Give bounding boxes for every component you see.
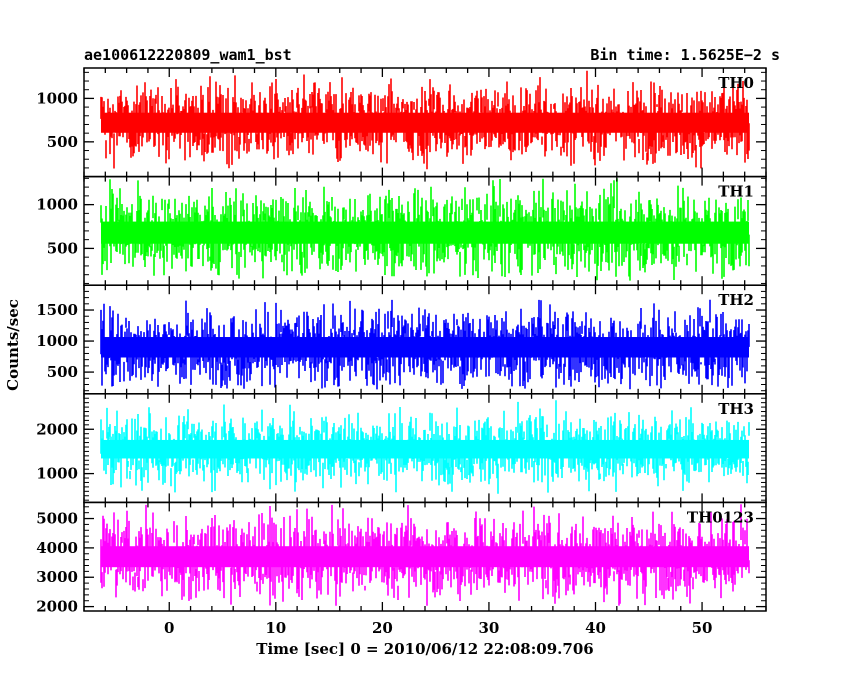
series-core-th0: [101, 112, 749, 133]
y-tick-label: 500: [47, 239, 78, 257]
series-core-th0123: [101, 546, 749, 568]
x-tick-label: 40: [585, 619, 606, 637]
x-axis-label: Time [sec] 0 = 2010/06/12 22:08:09.706: [256, 640, 593, 658]
x-tick-label: 30: [479, 619, 500, 637]
y-tick-label: 500: [47, 133, 78, 151]
panel-th3: 1000 2000 TH3: [36, 393, 767, 504]
y-tick-label: 500: [47, 363, 78, 381]
panel-label-th0: TH0: [718, 74, 754, 92]
panel-th1: 500 1000 TH1: [36, 175, 767, 286]
x-tick-label: 10: [265, 619, 286, 637]
panel-th2: 500 1000 1500 TH2: [36, 284, 767, 395]
y-tick-label: 1000: [36, 196, 78, 214]
y-tick-label: 2000: [36, 420, 78, 438]
bin-time-label: Bin time: 1.5625E−2 s: [590, 46, 780, 64]
panel-label-th2: TH2: [718, 291, 754, 309]
series-core-th3: [101, 439, 749, 459]
y-tick-label: 4000: [36, 539, 78, 557]
panel-th0: 500 1000 TH0: [36, 67, 767, 178]
y-tick-label: 2000: [36, 598, 78, 616]
observation-id: ae100612220809_wam1_bst: [84, 46, 292, 64]
x-tick-label: 0: [164, 619, 174, 637]
y-axis-label: Counts/sec: [4, 299, 22, 391]
x-tick-label: 50: [692, 619, 713, 637]
x-tick-label: 20: [372, 619, 393, 637]
y-tick-label: 1500: [36, 301, 78, 319]
panel-label-th3: TH3: [718, 400, 754, 418]
panel-th0123: 2000 3000 4000 5000 TH0123: [36, 501, 767, 616]
y-tick-label: 5000: [36, 510, 78, 528]
y-tick-label: 1000: [36, 332, 78, 350]
series-core-th2: [101, 337, 749, 358]
y-tick-label: 1000: [36, 465, 78, 483]
y-tick-label: 1000: [36, 89, 78, 107]
panel-label-th0123: TH0123: [687, 508, 754, 526]
y-tick-label: 3000: [36, 568, 78, 586]
panel-label-th1: TH1: [718, 183, 754, 201]
panels-group: 5001000TH05001000TH150010001500TH2100020…: [36, 67, 767, 637]
series-core-th1: [101, 221, 749, 244]
